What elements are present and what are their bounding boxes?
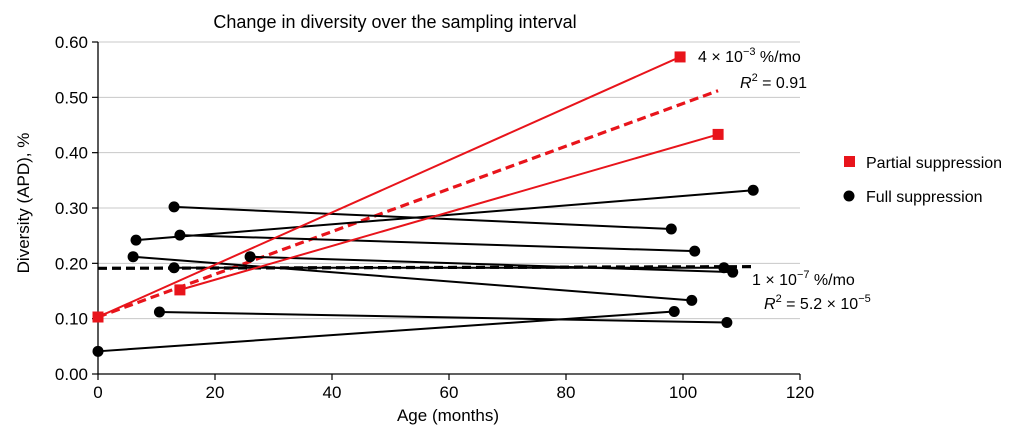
legend-full-label: Full suppression bbox=[866, 189, 983, 206]
legend-partial-marker bbox=[844, 156, 855, 167]
y-tick-label: 0.30 bbox=[55, 199, 88, 218]
data-point bbox=[668, 305, 680, 317]
data-point bbox=[92, 345, 104, 357]
y-axis-label: Diversity (APD), % bbox=[14, 133, 33, 274]
paired-line bbox=[97, 56, 681, 318]
x-tick-label: 80 bbox=[557, 383, 576, 402]
paired-lines bbox=[97, 56, 754, 353]
data-point bbox=[153, 306, 165, 318]
data-point bbox=[689, 245, 701, 257]
data-point bbox=[665, 223, 677, 235]
data-point bbox=[127, 251, 139, 263]
x-axis-ticks: 0 20 40 60 80 100 120 bbox=[93, 374, 814, 402]
data-point bbox=[168, 262, 180, 274]
data-point bbox=[712, 128, 724, 140]
data-point bbox=[130, 234, 142, 246]
x-tick-label: 120 bbox=[786, 383, 814, 402]
partial-rate-annotation: 4 × 10−3 %/mo bbox=[698, 46, 801, 66]
x-tick-label: 20 bbox=[206, 383, 225, 402]
x-tick-label: 100 bbox=[669, 383, 697, 402]
paired-line bbox=[179, 133, 719, 291]
y-tick-label: 0.40 bbox=[55, 144, 88, 163]
y-tick-label: 0.00 bbox=[55, 365, 88, 384]
x-tick-label: 40 bbox=[323, 383, 342, 402]
data-point bbox=[686, 294, 698, 306]
data-point bbox=[244, 251, 256, 263]
trend-line bbox=[97, 89, 719, 319]
paired-line bbox=[133, 255, 692, 302]
data-points bbox=[92, 51, 759, 357]
legend-full-marker bbox=[843, 190, 855, 202]
data-point bbox=[174, 229, 186, 241]
data-point bbox=[721, 317, 733, 329]
paired-line bbox=[174, 205, 672, 231]
x-axis-label: Age (months) bbox=[397, 406, 499, 425]
data-point bbox=[674, 51, 686, 63]
x-tick-label: 0 bbox=[93, 383, 102, 402]
paired-line bbox=[135, 189, 754, 242]
trend-lines bbox=[97, 89, 754, 319]
paired-line bbox=[97, 310, 675, 353]
legend: Partial suppression Full suppression bbox=[843, 155, 1002, 206]
data-point bbox=[747, 184, 759, 196]
y-tick-label: 0.10 bbox=[55, 310, 88, 329]
partial-r2-annotation: R2 = 0.91 bbox=[740, 72, 807, 92]
legend-partial-label: Partial suppression bbox=[866, 155, 1002, 172]
full-rate-annotation: 1 × 10−7 %/mo bbox=[752, 269, 855, 289]
y-tick-label: 0.50 bbox=[55, 88, 88, 107]
paired-line bbox=[179, 234, 695, 253]
data-point bbox=[727, 266, 739, 278]
x-tick-label: 60 bbox=[440, 383, 459, 402]
y-tick-label: 0.60 bbox=[55, 33, 88, 52]
y-axis-ticks: 0.00 0.10 0.20 0.30 0.40 0.50 0.60 bbox=[55, 33, 98, 384]
data-point bbox=[168, 201, 180, 213]
data-point bbox=[92, 311, 104, 323]
paired-line bbox=[250, 255, 733, 274]
y-tick-label: 0.20 bbox=[55, 254, 88, 273]
full-r2-annotation: R2 = 5.2 × 10−5 bbox=[764, 293, 871, 313]
data-point bbox=[718, 262, 730, 274]
data-point bbox=[174, 284, 186, 296]
paired-line bbox=[159, 311, 727, 324]
chart-title: Change in diversity over the sampling in… bbox=[213, 12, 576, 32]
